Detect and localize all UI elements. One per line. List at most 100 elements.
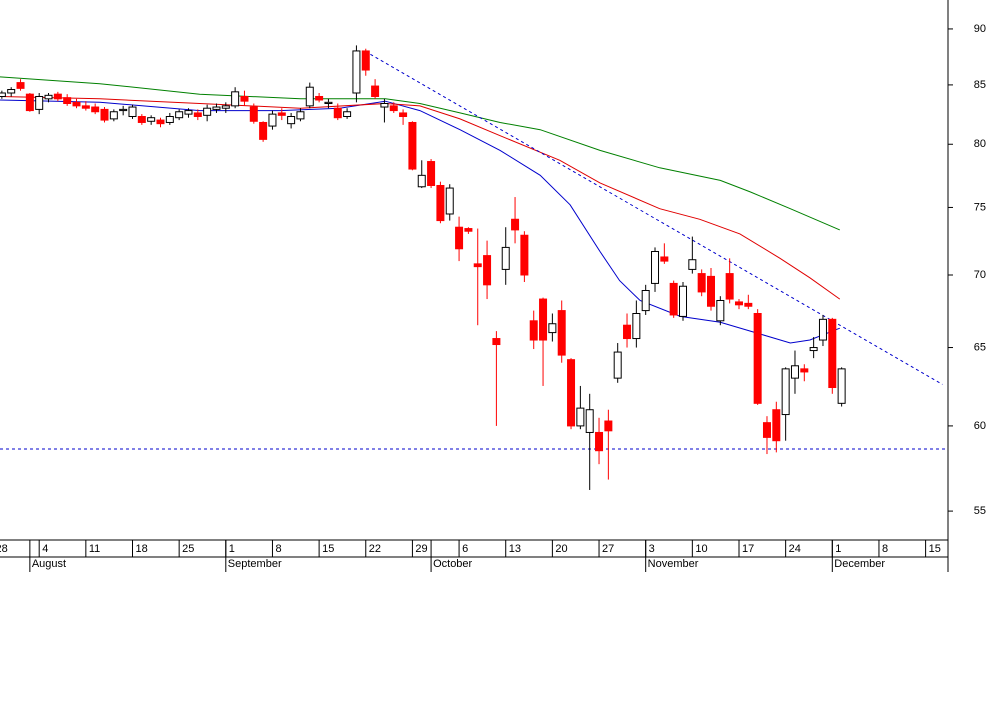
candle-body <box>72 101 81 107</box>
candle-body <box>175 111 184 119</box>
candle-body <box>81 105 90 109</box>
candle-body <box>268 113 277 127</box>
candle-body <box>361 50 370 71</box>
candle-body <box>837 368 846 404</box>
candle-body <box>427 161 436 186</box>
candle-body <box>147 117 156 122</box>
candle-body <box>324 101 333 105</box>
x-tick-label: 8 <box>882 543 888 555</box>
candle-body <box>483 255 492 286</box>
candle-body <box>109 111 118 120</box>
candle-body <box>417 174 426 188</box>
x-tick-label: 27 <box>602 543 614 555</box>
candle-body <box>287 116 296 125</box>
candle-body <box>315 95 324 101</box>
x-tick-label: 1 <box>229 543 235 555</box>
candle-body <box>688 259 697 270</box>
candle-body <box>44 94 53 100</box>
x-tick-label: 15 <box>322 543 334 555</box>
candle-body <box>679 285 688 317</box>
candle-body <box>333 107 342 119</box>
x-tick-label: 13 <box>509 543 521 555</box>
y-tick-label: 70 <box>974 269 986 281</box>
candle-body <box>529 320 538 341</box>
y-tick-label: 90 <box>974 23 986 35</box>
candle-body <box>7 89 16 94</box>
candle-body <box>613 351 622 379</box>
candle-body <box>651 250 660 284</box>
candle-body <box>716 299 725 322</box>
y-tick-label: 55 <box>974 505 986 517</box>
x-tick-label: 15 <box>929 543 941 555</box>
x-tick-label: 11 <box>89 543 100 555</box>
candle-body <box>389 105 398 112</box>
candle-body <box>25 93 34 112</box>
month-label: October <box>433 558 472 570</box>
candle-body <box>576 407 585 427</box>
x-tick-label: 18 <box>135 543 147 555</box>
candle-body <box>707 275 715 307</box>
candle-body <box>828 318 837 389</box>
candle-body <box>221 105 230 109</box>
candle-body <box>91 106 100 113</box>
candle-body <box>352 50 361 94</box>
candle-body <box>408 121 417 170</box>
candle-body <box>53 93 62 100</box>
y-tick-label: 60 <box>974 420 986 432</box>
candle-body <box>818 318 827 341</box>
candle-body <box>473 263 482 268</box>
candle-body <box>725 273 734 300</box>
candle-body <box>511 218 520 231</box>
y-tick-label: 75 <box>974 201 986 213</box>
x-tick-label: 20 <box>555 543 567 555</box>
candle-body <box>809 347 818 352</box>
candle-body <box>193 112 202 118</box>
y-tick-label: 80 <box>974 138 986 150</box>
candle-body <box>436 184 445 222</box>
candle-body <box>137 116 146 123</box>
x-tick-label: 28 <box>0 543 8 555</box>
candle-body <box>128 106 137 118</box>
candle-body <box>520 234 529 276</box>
x-tick-label: 17 <box>742 543 754 555</box>
candle-body <box>277 112 286 116</box>
candle-body <box>16 82 25 89</box>
x-tick-label: 24 <box>789 543 801 555</box>
candle-body <box>455 226 464 250</box>
candle-body <box>585 409 594 433</box>
candle-body <box>632 312 641 340</box>
candle-body <box>240 95 249 102</box>
candle-body <box>492 338 501 346</box>
candle-body <box>35 95 44 110</box>
candle-body <box>371 85 380 97</box>
candle-body <box>539 298 548 341</box>
candle-body <box>259 121 268 140</box>
candle-body <box>296 111 305 120</box>
candle-body <box>184 110 193 115</box>
candle-body <box>790 365 799 379</box>
candle-body <box>557 310 566 356</box>
month-label: September <box>228 558 282 570</box>
candle-body <box>380 103 389 108</box>
x-tick-label: 25 <box>182 543 194 555</box>
candle-body <box>744 302 753 307</box>
month-label: December <box>834 558 885 570</box>
candle-body <box>781 368 790 416</box>
candle-body <box>595 431 604 452</box>
y-tick-label: 85 <box>974 79 986 91</box>
candle-body <box>231 91 240 107</box>
x-tick-label: 4 <box>42 543 48 555</box>
candle-body <box>623 324 632 340</box>
candle-body <box>203 107 212 116</box>
candle-body <box>305 86 314 107</box>
x-tick-label: 22 <box>369 543 381 555</box>
candle-body <box>249 106 258 122</box>
x-tick-label: 1 <box>835 543 841 555</box>
x-tick-label: 3 <box>649 543 655 555</box>
candle-body <box>63 97 72 105</box>
x-tick-label: 8 <box>275 543 281 555</box>
candle-body <box>165 116 174 123</box>
x-tick-label: 10 <box>695 543 707 555</box>
candle-body <box>343 111 352 118</box>
